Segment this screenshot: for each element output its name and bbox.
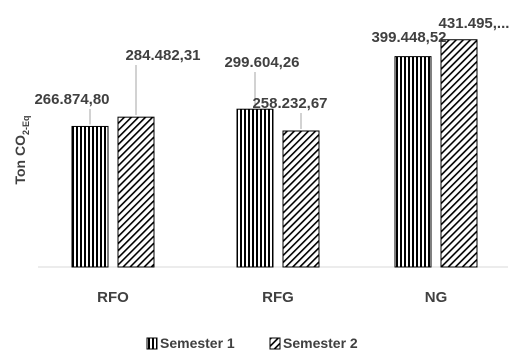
legend-swatch-semester-2 — [269, 337, 281, 350]
data-label-ng-s2: 431.495,... — [439, 15, 510, 32]
legend-item-semester-1: Semester 1 — [146, 335, 235, 351]
data-label-rfg-s2: 258.232,67 — [252, 95, 327, 112]
data-label-rfo-s2: 284.482,31 — [125, 47, 200, 64]
legend: Semester 1 Semester 2 — [146, 335, 358, 351]
legend-label-semester-1: Semester 1 — [160, 335, 235, 351]
bar-rfo-s1 — [71, 125, 109, 268]
data-label-rfo-s1: 266.874,80 — [34, 91, 109, 108]
x-tick-label-ng: NG — [425, 289, 448, 306]
x-tick-label-rfo: RFO — [97, 289, 129, 306]
data-label-ng-s1: 399.448,52 — [371, 29, 446, 46]
data-labels: 266.874,80 284.482,31 299.604,26 258.232,67… — [34, 15, 509, 112]
bar-rfg-s1 — [236, 108, 274, 268]
bars-group — [71, 39, 478, 268]
legend-item-semester-2: Semester 2 — [269, 335, 358, 351]
legend-swatch-semester-1 — [146, 337, 158, 350]
bar-rfo-s2 — [117, 116, 155, 268]
data-label-rfg-s1: 299.604,26 — [224, 54, 299, 71]
bar-rfg-s2 — [282, 130, 320, 268]
y-axis-label-text: Ton CO — [12, 135, 28, 185]
bar-ng-s1 — [394, 56, 432, 268]
legend-label-semester-2: Semester 2 — [283, 335, 358, 351]
leader-lines — [89, 65, 302, 129]
x-tick-label-rfg: RFG — [262, 289, 294, 306]
y-axis-label-subscript: 2-Eq — [21, 115, 31, 135]
y-axis-label: Ton CO2-Eq — [12, 115, 31, 184]
x-tick-labels: RFO RFG NG — [97, 289, 447, 306]
bar-ng-s2 — [440, 39, 478, 268]
